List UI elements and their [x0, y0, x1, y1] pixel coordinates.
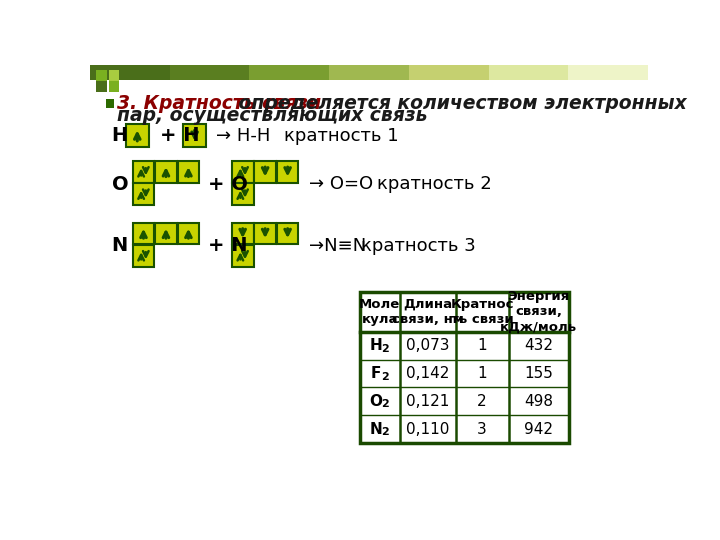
Text: 498: 498 — [524, 394, 553, 409]
Text: кратность 2: кратность 2 — [377, 175, 492, 193]
Text: → O=O: → O=O — [309, 175, 373, 193]
Bar — [254, 161, 276, 183]
Text: 432: 432 — [524, 339, 553, 353]
Text: 2: 2 — [381, 400, 388, 409]
Bar — [132, 184, 154, 205]
Text: → H-H: → H-H — [215, 127, 270, 145]
Text: + H: + H — [160, 126, 199, 145]
Text: O: O — [369, 394, 382, 409]
Text: 0,073: 0,073 — [406, 339, 450, 353]
Text: O: O — [112, 174, 128, 194]
Text: кратность 1: кратность 1 — [284, 127, 398, 145]
Bar — [249, 65, 330, 80]
Text: 3. Кратность связи: 3. Кратность связи — [117, 94, 321, 113]
Text: H: H — [369, 339, 382, 353]
Bar — [106, 99, 114, 108]
Bar — [132, 161, 154, 183]
Text: 1: 1 — [477, 366, 487, 381]
Text: Длина
связи, нм: Длина связи, нм — [392, 298, 464, 326]
Bar — [568, 65, 649, 80]
Bar — [232, 245, 253, 267]
Text: N: N — [369, 422, 382, 436]
Text: F: F — [371, 366, 381, 381]
Bar — [254, 222, 276, 244]
Bar — [170, 65, 251, 80]
Bar — [232, 161, 253, 183]
Bar — [132, 222, 154, 244]
Text: Моле
кула: Моле кула — [359, 298, 400, 326]
Text: →N≡N: →N≡N — [309, 237, 366, 255]
Text: 1: 1 — [477, 339, 487, 353]
Bar — [360, 292, 569, 443]
Text: 155: 155 — [524, 366, 553, 381]
Bar — [178, 222, 199, 244]
Bar — [232, 184, 253, 205]
Text: 2: 2 — [381, 372, 388, 382]
Bar — [178, 161, 199, 183]
Text: + N: + N — [208, 237, 247, 255]
Text: пар, осуществляющих связь: пар, осуществляющих связь — [117, 106, 428, 125]
Bar — [109, 70, 120, 81]
Bar — [183, 124, 206, 147]
Bar — [276, 161, 299, 183]
Text: Энергия
связи,
кДж/моль: Энергия связи, кДж/моль — [500, 291, 577, 334]
Text: 0,121: 0,121 — [406, 394, 449, 409]
Text: 2: 2 — [477, 394, 487, 409]
Bar — [232, 222, 253, 244]
Bar — [96, 70, 107, 81]
Text: 942: 942 — [524, 422, 553, 436]
Bar — [96, 81, 107, 92]
Text: кратность 3: кратность 3 — [361, 237, 476, 255]
Text: 0,142: 0,142 — [406, 366, 449, 381]
Bar — [132, 245, 154, 267]
Text: 2: 2 — [381, 344, 388, 354]
Text: 0,110: 0,110 — [406, 422, 449, 436]
Bar — [409, 65, 490, 80]
Text: 2: 2 — [381, 427, 388, 437]
Bar — [90, 65, 171, 80]
Text: + O: + O — [208, 174, 248, 194]
Bar — [489, 65, 569, 80]
Bar — [109, 81, 120, 92]
Bar — [126, 124, 149, 147]
Bar — [329, 65, 410, 80]
Bar — [155, 161, 177, 183]
Bar — [155, 222, 177, 244]
Text: 3: 3 — [477, 422, 487, 436]
Text: Кратнос
ть связи: Кратнос ть связи — [451, 298, 514, 326]
Bar — [276, 222, 299, 244]
Text: H: H — [112, 126, 128, 145]
Text: N: N — [112, 237, 128, 255]
Text: определяется количеством электронных: определяется количеством электронных — [232, 94, 687, 113]
